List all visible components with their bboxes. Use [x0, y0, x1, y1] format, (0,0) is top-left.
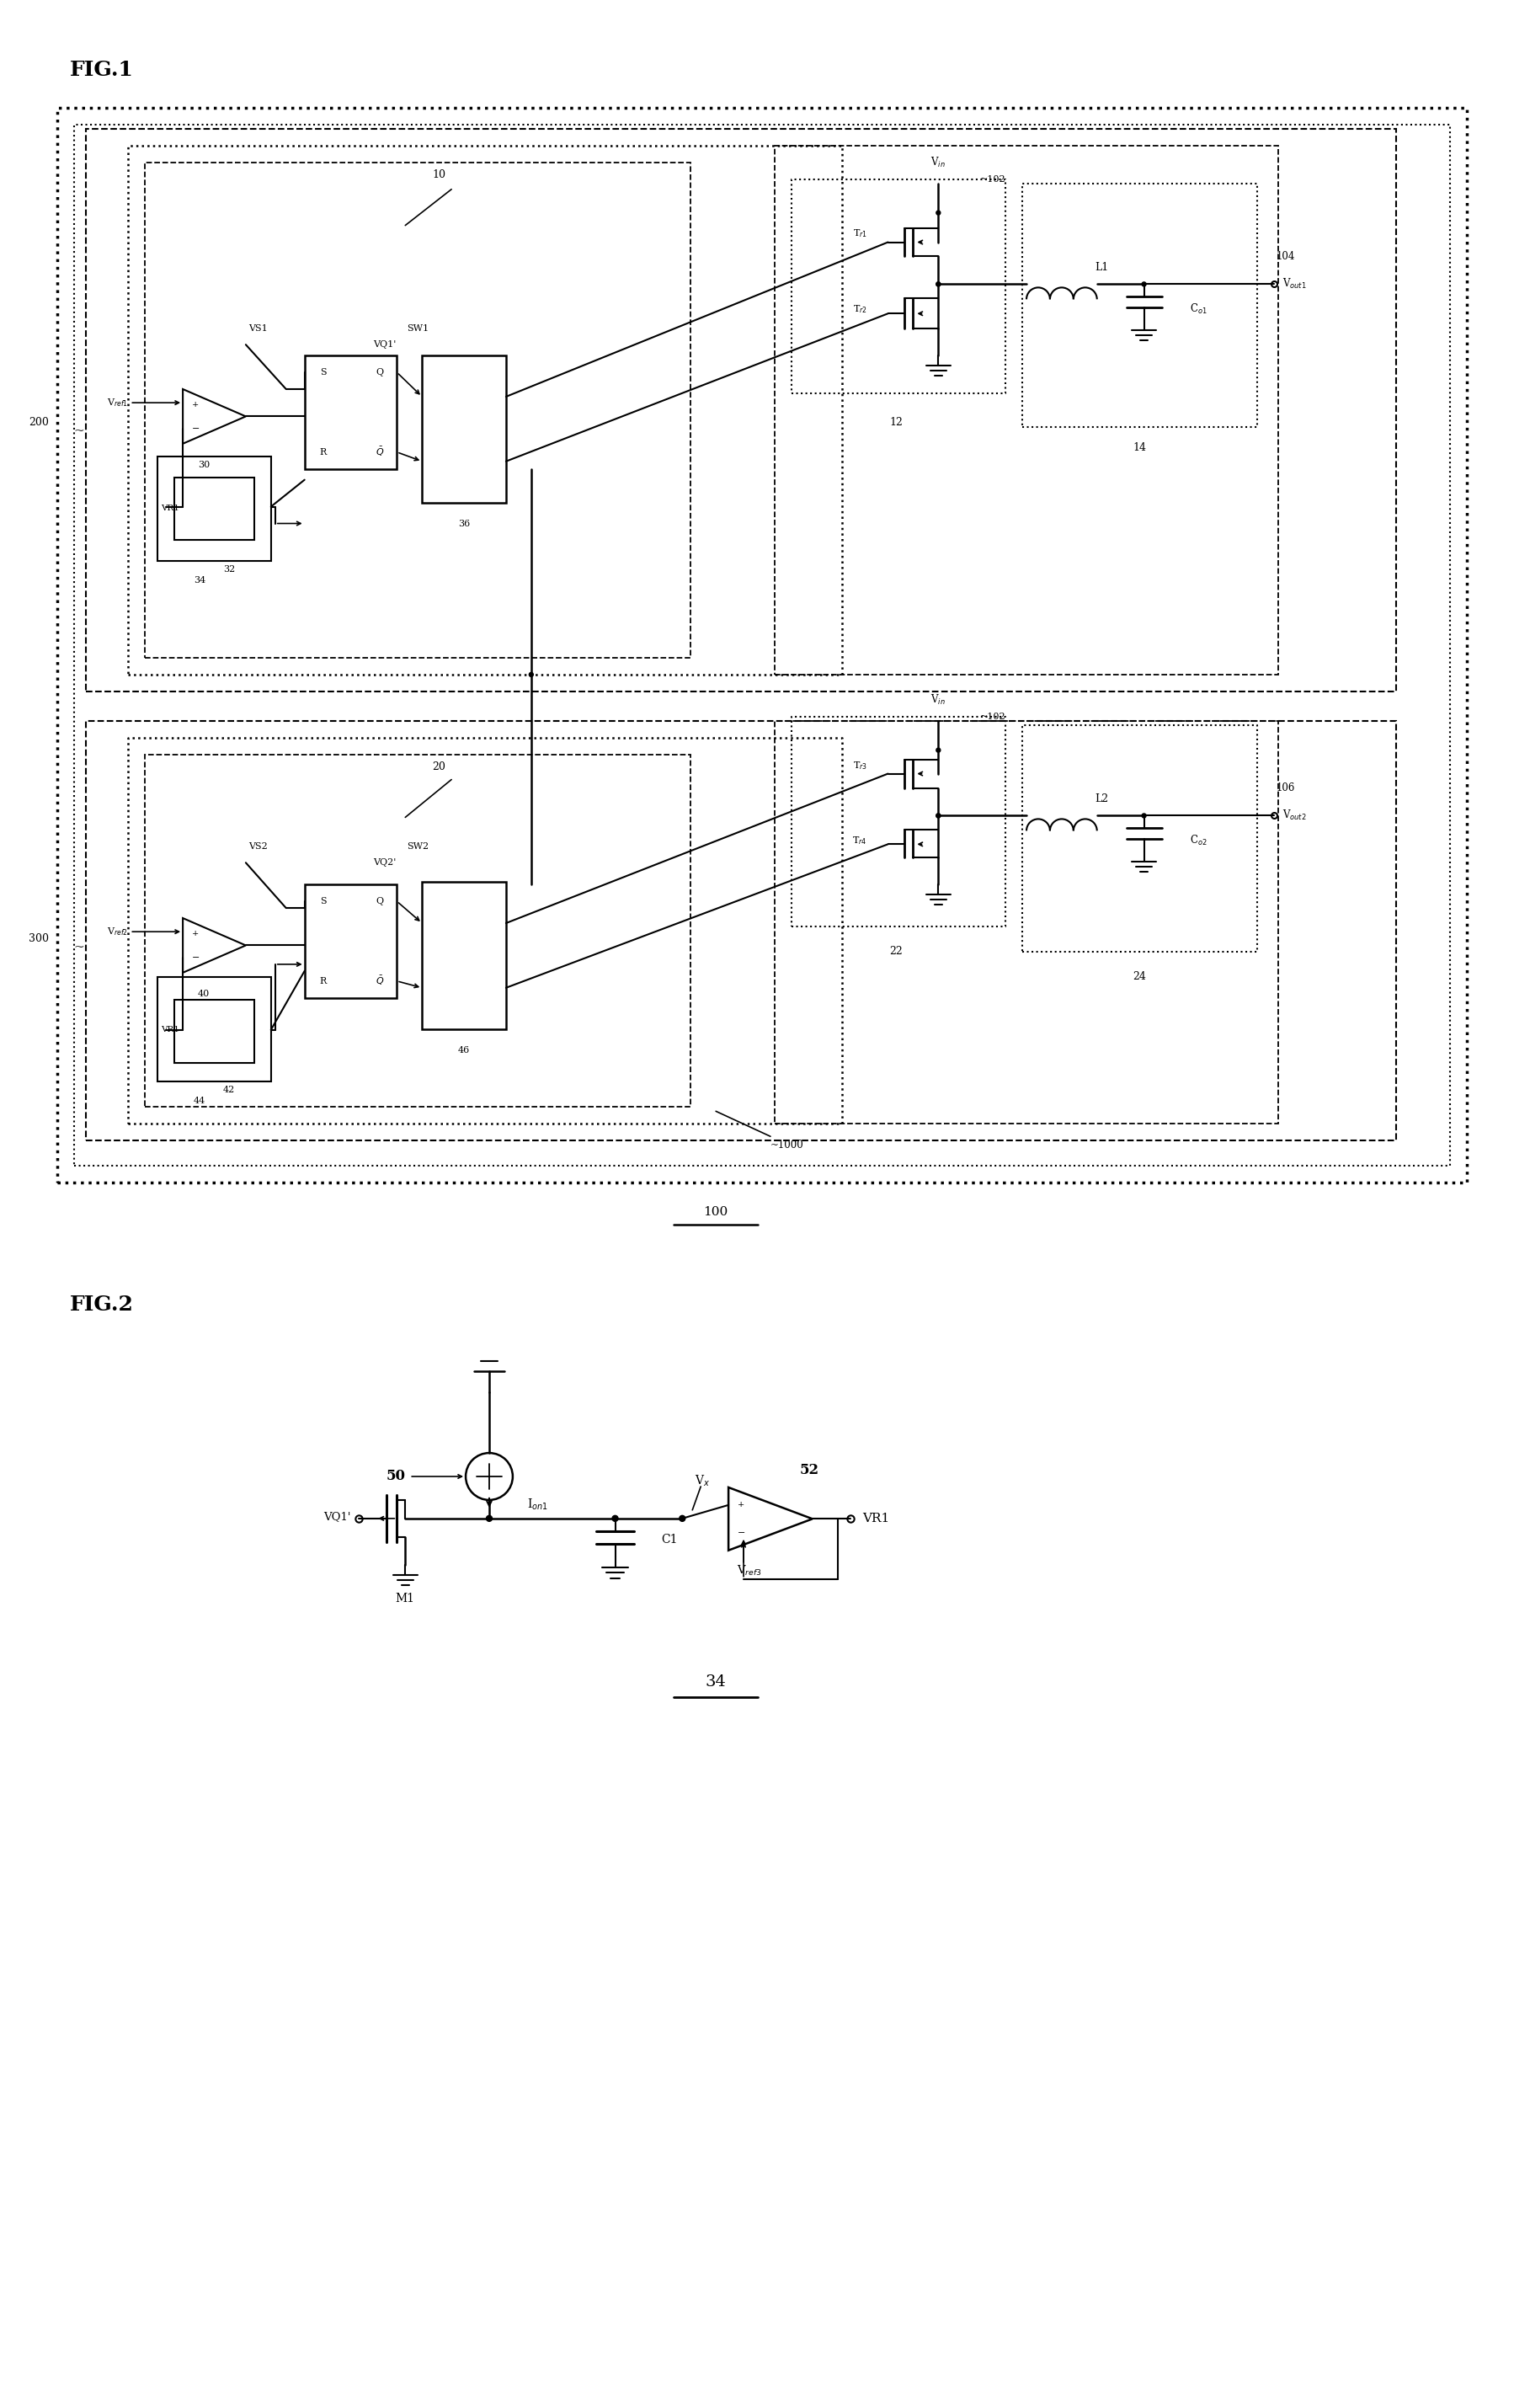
- Bar: [304, 356, 397, 470]
- Text: V$_x$: V$_x$: [695, 1474, 710, 1488]
- Circle shape: [936, 749, 940, 751]
- Text: SW1: SW1: [407, 325, 428, 332]
- Text: V$_{ref1}$: V$_{ref1}$: [107, 397, 129, 409]
- Bar: [174, 477, 254, 539]
- Text: −: −: [191, 424, 200, 433]
- Circle shape: [936, 209, 940, 214]
- Circle shape: [528, 672, 533, 677]
- Bar: [775, 144, 1278, 674]
- Text: FIG.1: FIG.1: [70, 60, 133, 79]
- Bar: [145, 161, 690, 657]
- Text: V$_{ref2}$: V$_{ref2}$: [107, 927, 129, 937]
- Text: VS1: VS1: [248, 325, 268, 332]
- Circle shape: [612, 1515, 618, 1522]
- Text: 14: 14: [1132, 443, 1146, 453]
- Circle shape: [1142, 282, 1146, 287]
- Text: T$_{r1}$: T$_{r1}$: [852, 229, 868, 238]
- Circle shape: [680, 1515, 686, 1522]
- Circle shape: [936, 814, 940, 819]
- Text: VQ2': VQ2': [372, 860, 395, 867]
- Text: T$_{r4}$: T$_{r4}$: [852, 836, 868, 848]
- Bar: [304, 884, 397, 997]
- Text: −: −: [737, 1529, 745, 1536]
- Text: VR1: VR1: [863, 1512, 890, 1524]
- Text: 32: 32: [223, 566, 235, 573]
- Text: T$_{r3}$: T$_{r3}$: [852, 759, 868, 771]
- Text: $\bar{Q}$: $\bar{Q}$: [375, 445, 385, 458]
- Text: SW2: SW2: [407, 843, 428, 850]
- Text: 34: 34: [706, 1674, 727, 1690]
- Text: VR1: VR1: [160, 506, 180, 513]
- Text: 100: 100: [704, 1206, 728, 1218]
- Text: 44: 44: [194, 1098, 206, 1105]
- Text: R: R: [319, 448, 327, 455]
- Text: ~: ~: [74, 942, 85, 954]
- Bar: [86, 130, 1396, 691]
- Text: ~102: ~102: [980, 176, 1007, 183]
- Text: 30: 30: [198, 460, 210, 470]
- Bar: [157, 978, 271, 1081]
- Text: 50: 50: [386, 1469, 406, 1483]
- Text: C1: C1: [662, 1534, 678, 1546]
- Text: 10: 10: [431, 169, 445, 181]
- Text: L1: L1: [1095, 262, 1108, 272]
- Text: 40: 40: [198, 990, 210, 997]
- Text: V$_{out2}$: V$_{out2}$: [1282, 809, 1307, 824]
- Circle shape: [1142, 814, 1146, 819]
- Text: 36: 36: [459, 520, 469, 527]
- Text: S: S: [319, 898, 326, 905]
- Text: I$_{on1}$: I$_{on1}$: [527, 1498, 548, 1512]
- Text: 24: 24: [1132, 970, 1146, 982]
- Text: V$_{in}$: V$_{in}$: [931, 157, 946, 169]
- Bar: [775, 720, 1278, 1125]
- Text: VS2: VS2: [248, 843, 268, 850]
- Text: 46: 46: [459, 1045, 469, 1055]
- Circle shape: [936, 814, 940, 819]
- Text: 42: 42: [223, 1086, 235, 1096]
- Text: +: +: [192, 400, 198, 409]
- Text: V$_{in}$: V$_{in}$: [931, 694, 946, 706]
- Text: 52: 52: [799, 1464, 819, 1479]
- Text: Q: Q: [377, 898, 385, 905]
- Text: V$_{out1}$: V$_{out1}$: [1282, 277, 1307, 291]
- Text: 22: 22: [890, 946, 902, 956]
- Text: 106: 106: [1276, 783, 1294, 792]
- Bar: [86, 720, 1396, 1141]
- Text: VQ1': VQ1': [372, 340, 395, 349]
- Text: 300: 300: [29, 934, 48, 944]
- Circle shape: [936, 282, 940, 287]
- Text: 104: 104: [1276, 250, 1294, 262]
- Text: C$_{o1}$: C$_{o1}$: [1190, 303, 1207, 315]
- Bar: [145, 754, 690, 1108]
- Text: V$_{ref3}$: V$_{ref3}$: [737, 1563, 762, 1577]
- Bar: [422, 356, 506, 503]
- Text: ~1000: ~1000: [771, 1139, 804, 1151]
- Bar: [174, 999, 254, 1062]
- Text: $\bar{Q}$: $\bar{Q}$: [375, 975, 385, 987]
- Text: 20: 20: [431, 761, 445, 773]
- Text: ~: ~: [74, 426, 85, 436]
- Text: −: −: [191, 954, 200, 961]
- Bar: [157, 455, 271, 561]
- Text: +: +: [737, 1500, 745, 1510]
- Text: VQ1': VQ1': [324, 1512, 351, 1522]
- Circle shape: [486, 1515, 492, 1522]
- Text: 12: 12: [890, 417, 902, 429]
- Text: C$_{o2}$: C$_{o2}$: [1190, 833, 1207, 848]
- Text: T$_{r2}$: T$_{r2}$: [852, 303, 868, 315]
- Text: Q: Q: [377, 368, 385, 376]
- Text: VR1: VR1: [160, 1026, 180, 1033]
- Circle shape: [936, 282, 940, 287]
- Text: M1: M1: [395, 1592, 415, 1604]
- Text: 200: 200: [29, 417, 48, 429]
- Text: R: R: [319, 978, 327, 985]
- Text: FIG.2: FIG.2: [70, 1293, 133, 1315]
- Text: S: S: [319, 368, 326, 376]
- Text: +: +: [192, 929, 198, 937]
- Text: L2: L2: [1095, 792, 1108, 804]
- Bar: [422, 881, 506, 1028]
- Text: 34: 34: [194, 576, 206, 585]
- Text: ~102: ~102: [980, 713, 1007, 720]
